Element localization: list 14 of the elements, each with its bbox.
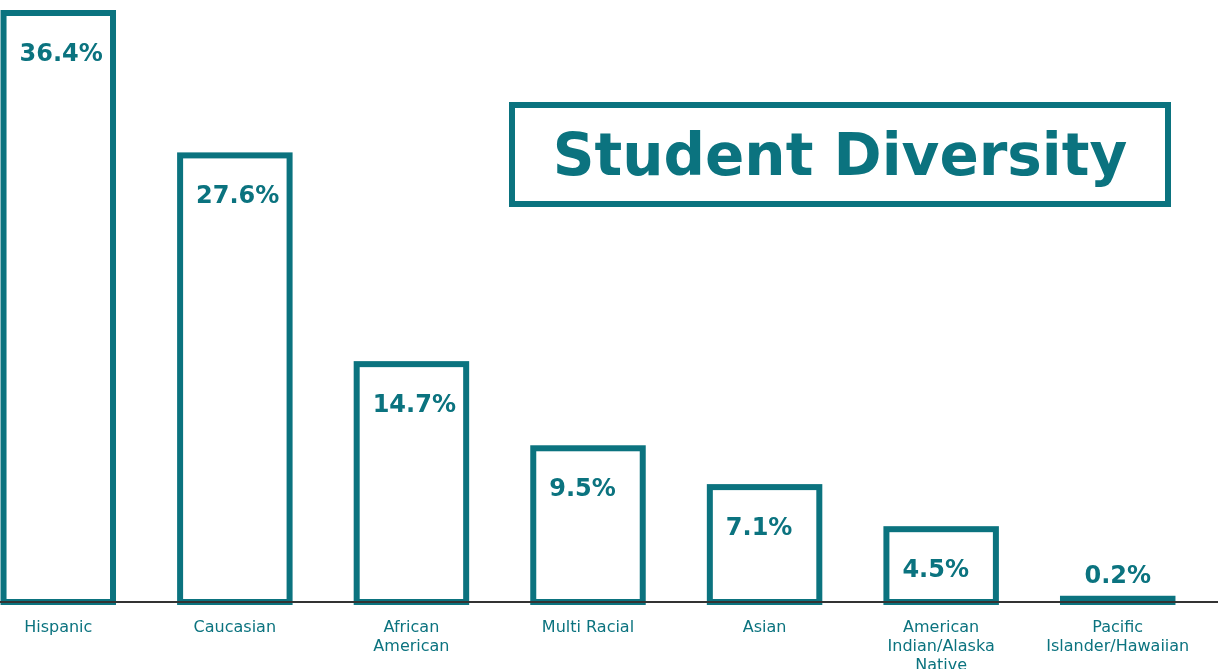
x-tick-label: African American	[373, 617, 450, 655]
x-tick-label: Caucasian	[193, 617, 277, 636]
x-tick-label: Pacific Islander/Hawaiian	[1046, 617, 1190, 655]
x-tick-label: Multi Racial	[541, 617, 635, 636]
x-tick-label: Hispanic	[24, 617, 93, 636]
data-label: 9.5%	[549, 474, 616, 503]
data-label: 27.6%	[196, 181, 280, 210]
data-label: 0.2%	[1084, 560, 1152, 589]
data-label: 4.5%	[902, 555, 969, 584]
x-tick-label: Asian	[742, 617, 787, 636]
text: Student Diversity	[552, 121, 1128, 189]
data-label: 7.1%	[725, 513, 793, 542]
data-label: 36.4%	[19, 39, 103, 67]
data-label: 14.7%	[372, 390, 456, 419]
